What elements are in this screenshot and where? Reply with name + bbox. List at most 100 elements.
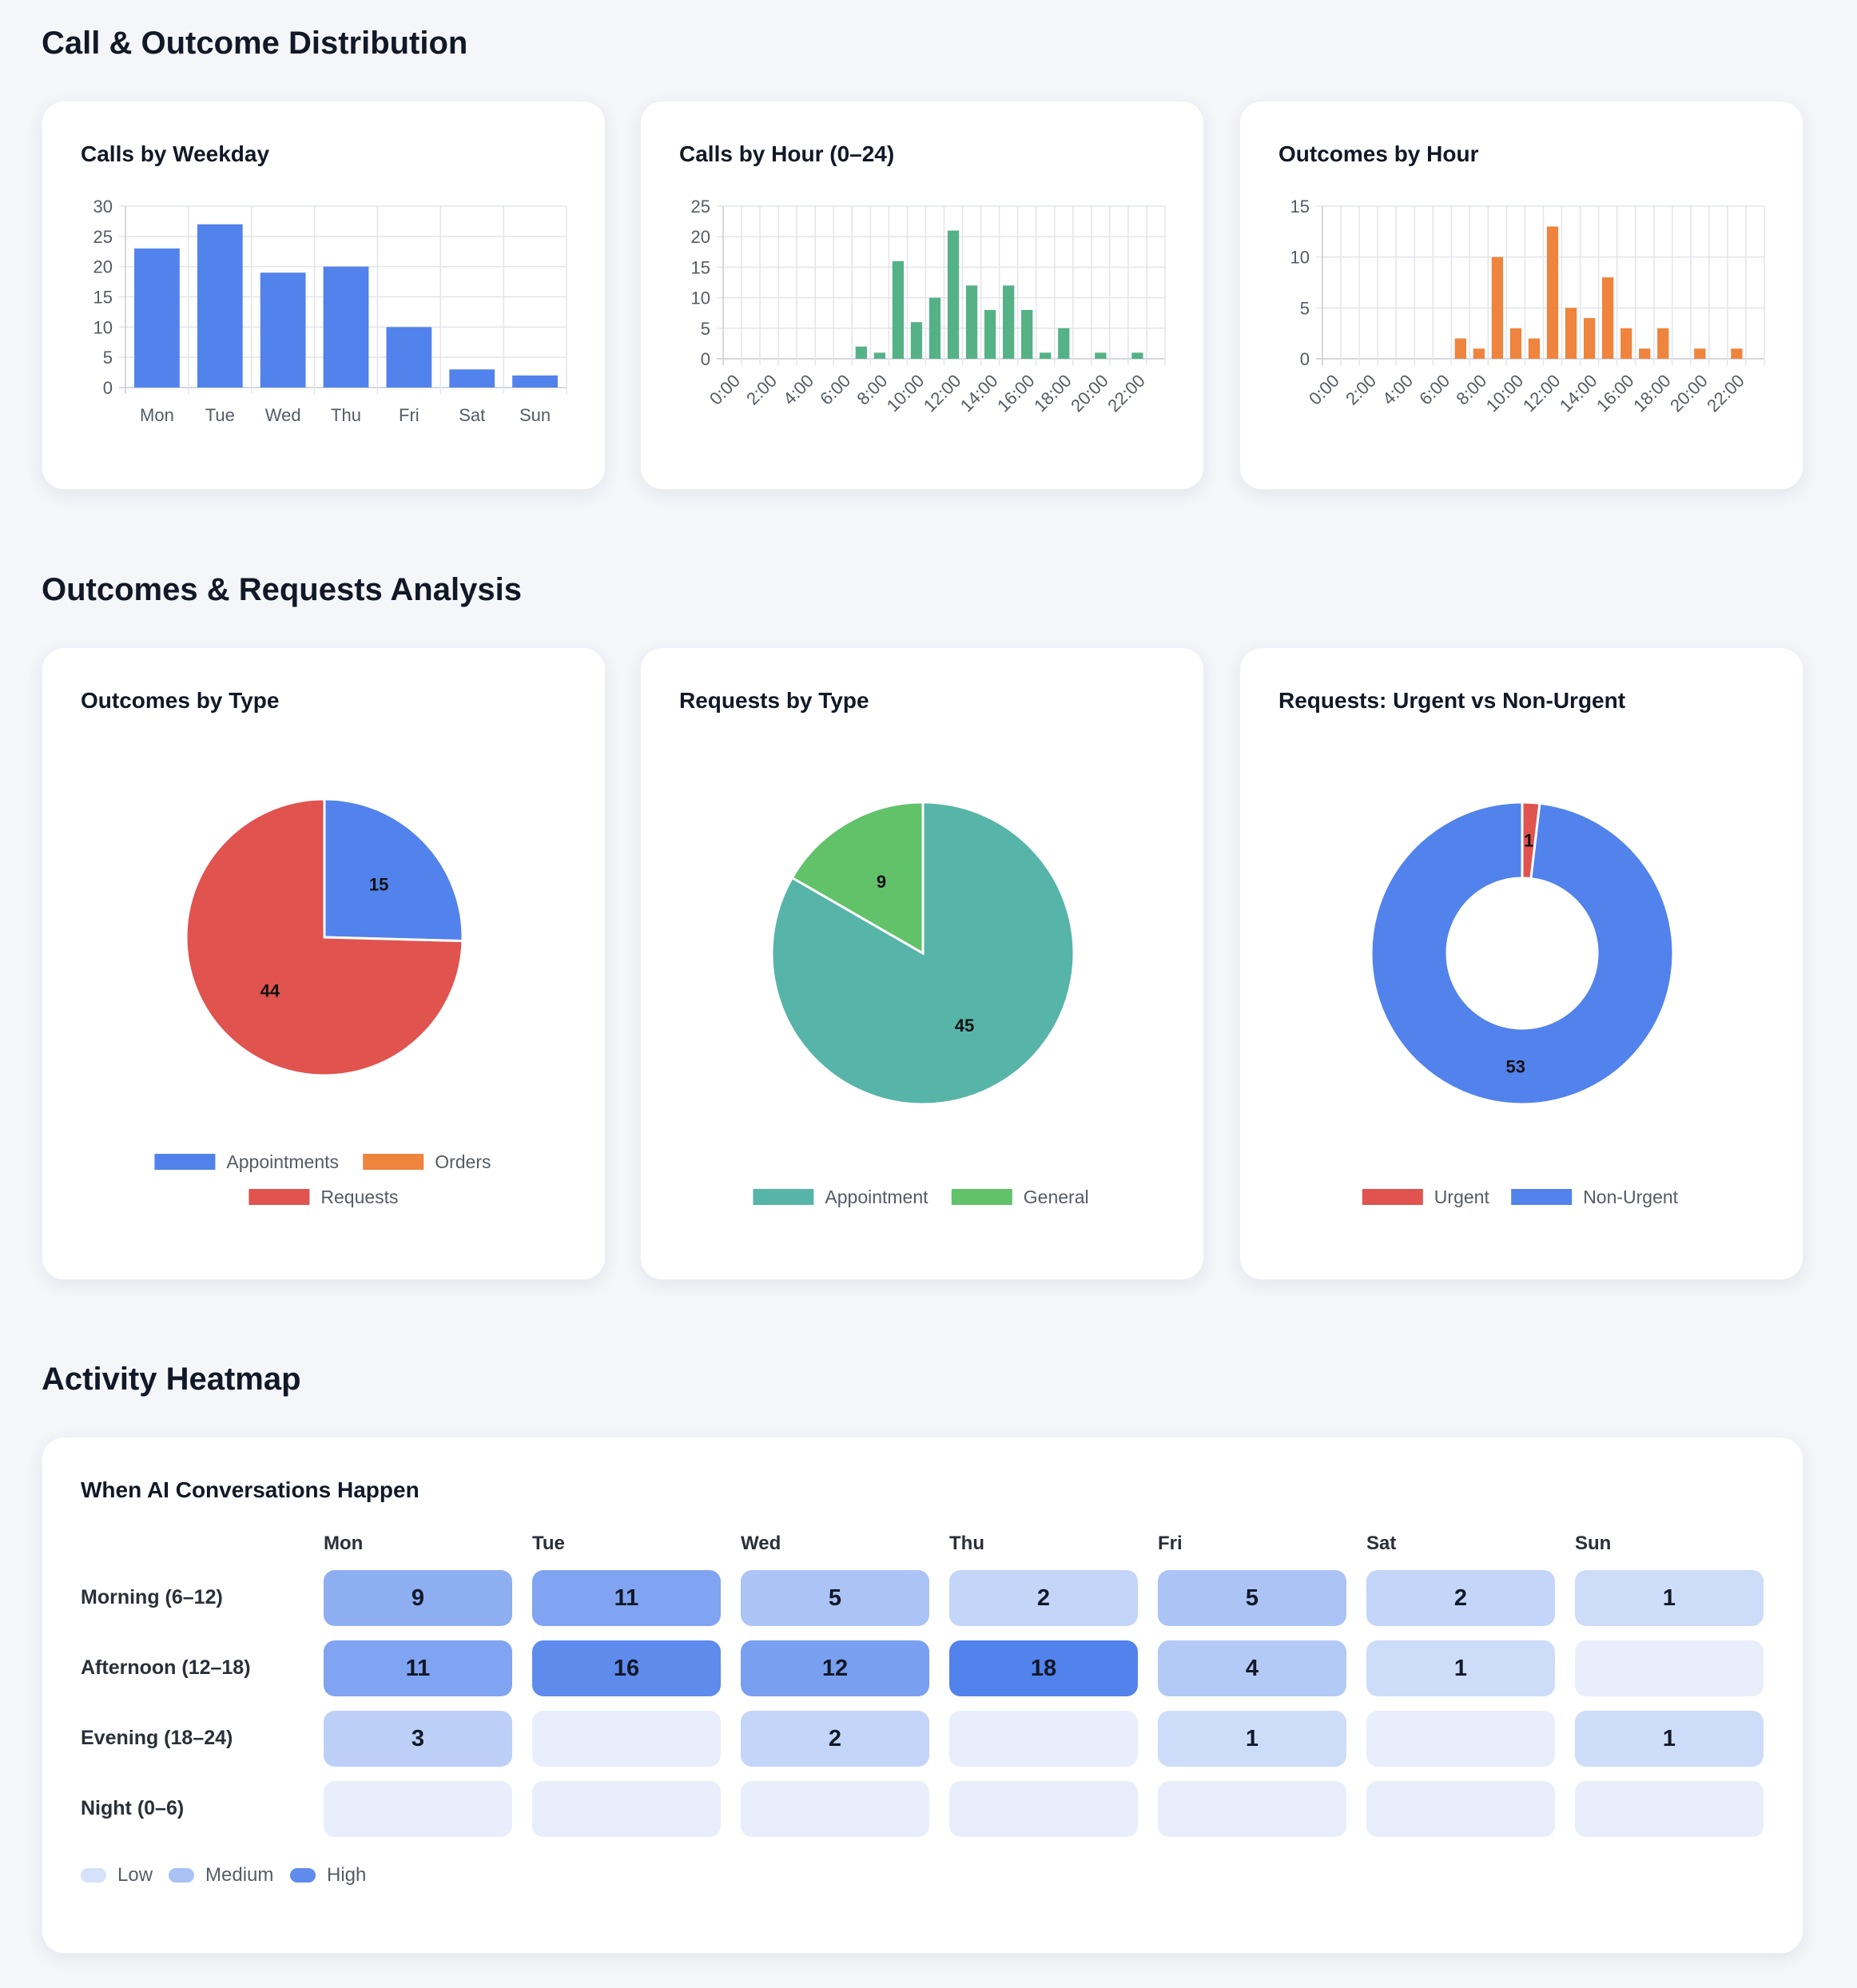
x-tick-label: 18:00 (1629, 371, 1675, 416)
bar (1546, 226, 1559, 359)
x-tick-label: 16:00 (1593, 371, 1638, 416)
x-tick-label: 10:00 (1482, 371, 1528, 416)
bar (1040, 352, 1052, 359)
x-tick-label: 18:00 (1030, 371, 1076, 416)
y-tick-label: 10 (691, 288, 710, 308)
x-tick-label: 0:00 (706, 371, 744, 409)
heatmap-row-label: Night (0–6) (81, 1797, 185, 1819)
x-tick-label: 12:00 (1519, 371, 1565, 416)
y-tick-label: 25 (93, 227, 113, 247)
heatmap-column-label: Tue (532, 1533, 565, 1554)
heatmap-column-label: Fri (1158, 1533, 1183, 1554)
y-tick-label: 30 (93, 197, 113, 217)
x-tick-label: Fri (399, 405, 420, 425)
bar (1565, 308, 1577, 359)
heatmap-column-label: Mon (324, 1533, 364, 1554)
card-outcomes-by-hour: Outcomes by Hour 0 5 10 15 0:00 2:00 4:00 6:00 8… (1239, 101, 1803, 490)
x-tick-label: 12:00 (920, 371, 965, 416)
x-tick-label: 16:00 (993, 371, 1039, 416)
card-requests-by-type: Requests by Type 45 9 Appointment General (640, 647, 1204, 1280)
section-title-heatmap: Activity Heatmap (42, 1362, 301, 1397)
legend-swatch (1362, 1189, 1423, 1205)
heatmap-legend-label: Medium (205, 1864, 274, 1886)
y-tick-label: 20 (691, 227, 710, 247)
bar (1058, 328, 1070, 359)
x-tick-label: 20:00 (1067, 371, 1112, 416)
card-title: Requests: Urgent vs Non-Urgent (1278, 688, 1626, 713)
bar (892, 260, 905, 359)
heatmap-cell (1575, 1781, 1764, 1837)
heatmap-cell: 9 (324, 1570, 512, 1626)
x-tick-label: 4:00 (779, 371, 817, 409)
heatmap-legend-swatch (81, 1868, 106, 1883)
legend-label: Urgent (1434, 1187, 1490, 1207)
x-tick-label: 4:00 (1378, 371, 1417, 409)
bar (910, 322, 923, 359)
x-tick-label: Thu (331, 405, 361, 425)
y-tick-label: 5 (1300, 298, 1310, 318)
heatmap-cell: 12 (741, 1640, 929, 1696)
heatmap-cell: 1 (1575, 1711, 1764, 1767)
card-calls-by-hour: Calls by Hour (0–24) 0 5 10 15 20 25 0:00 2:00 4… (640, 101, 1204, 490)
y-tick-label: 0 (103, 378, 113, 398)
heatmap-legend-label: High (327, 1864, 367, 1886)
bar (1657, 328, 1669, 359)
heatmap-legend-label: Low (117, 1864, 153, 1886)
heatmap-cell: 1 (1366, 1640, 1555, 1696)
pie-slice (790, 801, 925, 956)
bar (1095, 352, 1107, 359)
card-title: Outcomes by Type (81, 688, 280, 713)
heatmap-row-label: Evening (18–24) (81, 1727, 233, 1749)
card-calls-by-weekday: Calls by Weekday 0 5 10 15 20 25 30 Mon Tue Wed Th… (42, 101, 606, 490)
bar (323, 266, 369, 388)
heatmap-cell: 2 (1366, 1570, 1555, 1626)
bar (1131, 352, 1143, 359)
legend-label: Appointments (226, 1151, 339, 1172)
heatmap-cell: 11 (324, 1640, 512, 1696)
heatmap-cell: 2 (741, 1711, 929, 1767)
chart-outcomes-by-type: 15 44 Appointments Orders Requests (154, 797, 491, 1207)
y-tick-label: 0 (1300, 349, 1310, 369)
y-tick-label: 15 (691, 257, 710, 277)
heatmap-cell: 4 (1158, 1640, 1346, 1696)
legend-label: Non-Urgent (1583, 1187, 1678, 1207)
card-title: Calls by Weekday (81, 141, 270, 166)
heatmap-cell (1366, 1711, 1555, 1767)
legend-swatch (1511, 1189, 1573, 1205)
bar (1602, 277, 1614, 359)
bar (260, 272, 306, 388)
x-tick-label: 6:00 (816, 371, 854, 409)
y-tick-label: 15 (93, 288, 113, 308)
card-requests-urgent: Requests: Urgent vs Non-Urgent 1 53 Urgent… (1239, 647, 1803, 1280)
heatmap-cell: 18 (949, 1640, 1138, 1696)
y-tick-label: 20 (93, 257, 113, 277)
data-label: 9 (877, 872, 886, 892)
heatmap-cell: 11 (532, 1570, 721, 1626)
x-tick-label: 6:00 (1415, 371, 1453, 409)
heatmap-column-label: Wed (741, 1533, 781, 1554)
heatmap-legend-item: High (290, 1864, 366, 1887)
heatmap-cell (741, 1781, 929, 1837)
x-tick-label: Tue (205, 405, 235, 425)
x-tick-label: 10:00 (883, 371, 928, 416)
x-tick-label: 22:00 (1703, 371, 1748, 416)
bar (965, 285, 978, 359)
card-outcomes-by-type: Outcomes by Type 15 44 Appointments Orders R… (42, 647, 606, 1280)
x-tick-label: Mon (140, 405, 174, 425)
y-tick-label: 5 (701, 319, 710, 339)
bar (1473, 348, 1485, 359)
heatmap-cell (1366, 1781, 1555, 1837)
legend-label: Orders (435, 1151, 491, 1172)
heatmap-cell (1158, 1781, 1346, 1837)
bar (1454, 338, 1466, 359)
data-label: 15 (369, 875, 388, 895)
chart-requests-by-type: 45 9 Appointment General (753, 801, 1089, 1207)
heatmap-row-label: Morning (6–12) (81, 1586, 223, 1608)
heatmap-legend-swatch (169, 1868, 194, 1883)
bar (1731, 348, 1743, 359)
heatmap-cell: 16 (532, 1640, 721, 1696)
legend-swatch (951, 1189, 1012, 1205)
legend-swatch (753, 1189, 814, 1205)
data-label: 44 (260, 980, 280, 1000)
heatmap-cell (532, 1711, 721, 1767)
